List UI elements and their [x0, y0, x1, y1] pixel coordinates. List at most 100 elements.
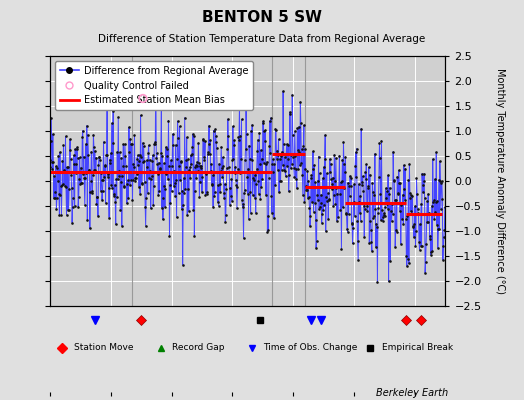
Point [430, 216, 439, 222]
Point [61, 133, 70, 140]
Point [418, 170, 426, 177]
Point [57, 212, 66, 218]
Point [422, 240, 430, 247]
Point [243, 131, 251, 137]
Point [411, 203, 419, 209]
Point [199, 137, 208, 143]
Point [288, 92, 297, 98]
Point [73, 155, 82, 162]
Point [285, 172, 293, 178]
Point [432, 199, 440, 205]
Point [307, 174, 315, 181]
Point [419, 178, 428, 184]
Point [171, 142, 180, 148]
Point [242, 146, 250, 152]
Point [269, 156, 277, 163]
Point [163, 152, 172, 159]
Point [334, 214, 342, 220]
Text: Record Gap: Record Gap [172, 344, 225, 352]
Point [144, 150, 152, 156]
Point [84, 152, 93, 158]
Point [431, 209, 440, 215]
Point [390, 178, 398, 184]
Point [433, 198, 442, 204]
Point [132, 178, 140, 184]
Point [78, 180, 86, 186]
Point [185, 164, 194, 170]
Point [294, 166, 302, 172]
Point [417, 242, 425, 249]
Point [406, 195, 414, 202]
Point [266, 118, 274, 124]
Point [403, 213, 411, 220]
Point [256, 196, 265, 202]
Point [53, 165, 62, 171]
Point [165, 162, 173, 169]
Point [337, 246, 346, 252]
Point [108, 185, 116, 191]
Point [355, 199, 363, 205]
Point [436, 178, 444, 184]
Point [284, 142, 292, 148]
Y-axis label: Monthly Temperature Anomaly Difference (°C): Monthly Temperature Anomaly Difference (… [495, 68, 506, 294]
Point [282, 141, 291, 147]
Point [399, 192, 407, 198]
Point [178, 188, 187, 194]
Point [235, 137, 243, 144]
Point [370, 192, 378, 199]
Point [274, 167, 282, 173]
Point [359, 203, 368, 209]
Point [351, 163, 359, 170]
Point [275, 189, 283, 196]
Point [294, 124, 303, 130]
Point [439, 243, 447, 249]
Point [49, 159, 58, 166]
Point [301, 166, 310, 172]
Point [113, 149, 122, 155]
Point [320, 202, 329, 208]
Point [107, 120, 116, 126]
Point [91, 166, 100, 173]
Point [421, 270, 429, 276]
Point [151, 68, 160, 74]
Point [360, 234, 368, 240]
Point [262, 161, 270, 168]
Point [66, 146, 74, 153]
Point [396, 180, 405, 187]
Point [342, 211, 351, 217]
Point [48, 166, 57, 172]
Point [336, 206, 345, 213]
Point [370, 213, 378, 219]
Point [229, 156, 237, 163]
Point [241, 156, 249, 163]
Point [389, 177, 398, 183]
Point [62, 212, 71, 218]
Point [238, 197, 246, 203]
Point [384, 206, 392, 212]
Point [150, 141, 158, 148]
Point [342, 210, 350, 216]
Point [119, 183, 128, 190]
Point [170, 168, 178, 174]
Point [87, 148, 95, 155]
Point [316, 200, 325, 206]
Point [290, 174, 299, 180]
Point [57, 182, 65, 189]
Point [289, 132, 297, 138]
Point [192, 162, 200, 168]
Point [320, 164, 328, 170]
Point [104, 170, 112, 177]
Point [108, 140, 117, 146]
Point [206, 168, 215, 174]
Point [99, 177, 107, 183]
Point [387, 218, 396, 224]
Point [212, 132, 220, 139]
Point [86, 189, 94, 196]
Point [49, 131, 57, 137]
Point [97, 177, 106, 184]
Point [377, 217, 385, 224]
Point [400, 162, 408, 168]
Point [330, 152, 339, 158]
Point [126, 136, 135, 142]
Point [252, 181, 260, 187]
